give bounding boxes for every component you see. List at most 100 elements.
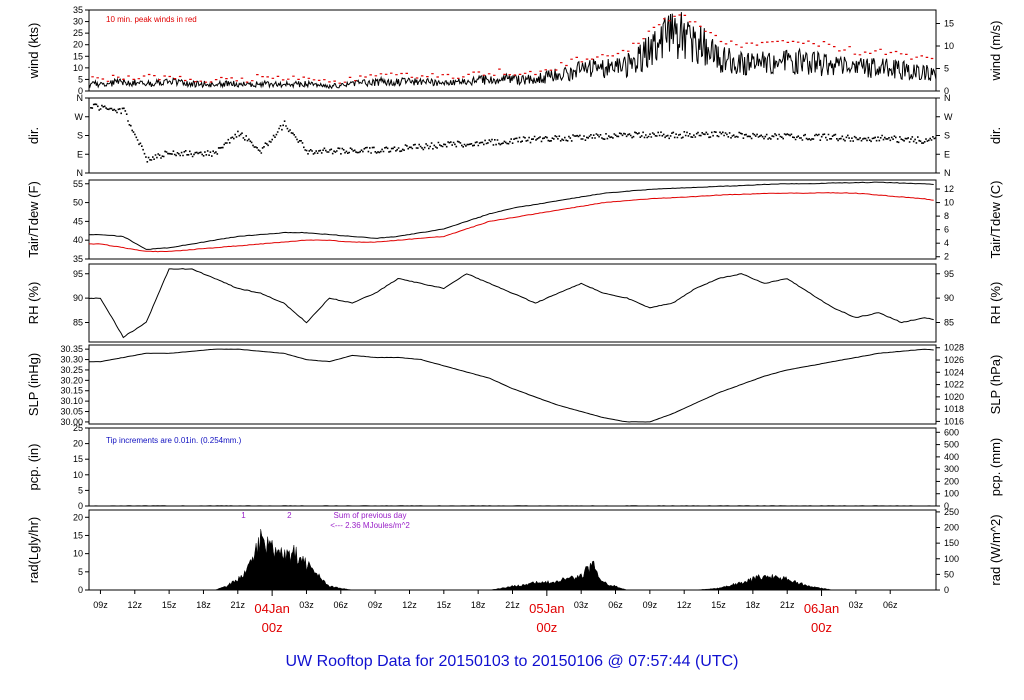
rh-ytick-label: 95 <box>73 269 83 279</box>
dir-rtick-label: N <box>944 168 951 178</box>
pcp-ytick-label: 25 <box>73 423 83 433</box>
rad-ytick-label: 0 <box>78 585 83 595</box>
slp-frame <box>88 344 937 425</box>
slp-rtick-label: 1020 <box>944 392 964 402</box>
wind-ylabel-right: wind (m/s) <box>988 21 1003 82</box>
pcp-ytick-label: 15 <box>73 454 83 464</box>
day-time-label: 00z <box>811 620 832 635</box>
x-tick-label: 12z <box>402 600 417 610</box>
rad-ytick-label: 15 <box>73 530 83 540</box>
wind-rtick-label: 0 <box>944 86 949 96</box>
slp-ytick-label: 30.25 <box>60 365 83 375</box>
temp-series-1 <box>89 192 934 253</box>
x-tick-label: 12z <box>128 600 143 610</box>
wind-ylabel-left: wind (kts) <box>26 23 41 80</box>
rh-frame <box>88 263 937 343</box>
slp-rtick-label: 1028 <box>944 343 964 353</box>
slp-ylabel-left: SLP (inHg) <box>26 353 41 416</box>
wind-rtick-label: 15 <box>944 19 954 29</box>
dir-ytick-label: S <box>77 131 83 141</box>
x-tick-label: 18z <box>471 600 486 610</box>
rad-rtick-label: 250 <box>944 507 959 517</box>
x-tick-label: 15z <box>711 600 726 610</box>
x-axis: 09z 12z 15z 18z 21z 03z 06z 09z 12z 15z 18z 21z 03z 0… <box>93 590 898 635</box>
rad-rtick-label: 50 <box>944 569 954 579</box>
pcp-ytick-label: 0 <box>78 501 83 511</box>
pcp-rtick-label: 200 <box>944 476 959 486</box>
day-label: 05Jan <box>529 601 564 616</box>
dir-rtick-label: S <box>944 131 950 141</box>
temp-rtick-label: 10 <box>944 198 954 208</box>
pcp-ytick-label: 5 <box>78 485 83 495</box>
temp-rtick-label: 4 <box>944 238 949 248</box>
rh-rtick-label: 95 <box>944 269 954 279</box>
rad-series-0 <box>214 528 834 591</box>
pcp-ylabel-left: pcp. (in) <box>26 444 41 491</box>
rh-ylabel-left: RH (%) <box>26 282 41 325</box>
wind-rtick-label: 5 <box>944 64 949 74</box>
day-label: 06Jan <box>804 601 839 616</box>
pcp-rtick-label: 0 <box>944 501 949 511</box>
dir-rtick-label: W <box>944 112 953 122</box>
rad-rtick-label: 150 <box>944 538 959 548</box>
rh-panel: 85 90 95 85 90 95 RH (%) RH (%) <box>26 263 1003 343</box>
rad-annotation-2: <--- 2.36 MJoules/m^2 <box>330 521 410 530</box>
dir-rtick-label: E <box>944 149 950 159</box>
wind-series-0 <box>88 12 937 90</box>
wind-ytick-label: 35 <box>73 5 83 15</box>
x-tick-label: 03z <box>849 600 864 610</box>
temp-rtick-label: 8 <box>944 211 949 221</box>
dir-series-0 <box>90 103 937 163</box>
x-tick-label: 06z <box>883 600 898 610</box>
temp-panel: 35 40 45 50 55 2 4 6 8 10 12 Tair/Tdew (F) Tair/Tdew… <box>26 179 1003 264</box>
x-tick-label: 06z <box>608 600 623 610</box>
slp-ytick-label: 30.05 <box>60 407 83 417</box>
pcp-rtick-label: 600 <box>944 427 959 437</box>
slp-rtick-label: 1022 <box>944 380 964 390</box>
wind-rtick-label: 10 <box>944 41 954 51</box>
temp-rtick-label: 2 <box>944 252 949 262</box>
x-tick-label: 21z <box>231 600 246 610</box>
x-tick-label: 12z <box>677 600 692 610</box>
rh-ytick-label: 90 <box>73 293 83 303</box>
temp-ytick-label: 50 <box>73 198 83 208</box>
slp-ytick-label: 30.15 <box>60 386 83 396</box>
slp-ytick-label: 30.30 <box>60 355 83 365</box>
rad-ytick-label: 20 <box>73 512 83 522</box>
footer-title: UW Rooftop Data for 20150103 to 20150106… <box>285 653 738 670</box>
rh-series-0 <box>88 268 934 339</box>
wind-ytick-label: 30 <box>73 17 83 27</box>
rad-mark-1: 1 <box>241 511 246 520</box>
pcp-panel: 0 5 10 15 20 25 0 100 200 300 400 500 600 pcp. (in) pc… <box>26 423 1003 511</box>
rad-rtick-label: 100 <box>944 554 959 564</box>
dir-rtick-label: N <box>944 93 951 103</box>
wind-ytick-label: 10 <box>73 63 83 73</box>
x-tick-label: 15z <box>162 600 177 610</box>
slp-rtick-label: 1024 <box>944 367 964 377</box>
pcp-ytick-label: 10 <box>73 470 83 480</box>
wind-ytick-label: 20 <box>73 40 83 50</box>
temp-ylabel-left: Tair/Tdew (F) <box>26 181 41 258</box>
temp-ylabel-right: Tair/Tdew (C) <box>988 180 1003 258</box>
temp-ytick-label: 45 <box>73 216 83 226</box>
rad-annotation: Sum of previous day <box>334 511 407 520</box>
x-tick-label: 21z <box>780 600 795 610</box>
wind-series-1 <box>91 14 934 84</box>
pcp-rtick-label: 300 <box>944 464 959 474</box>
temp-ytick-label: 55 <box>73 179 83 189</box>
wind-ytick-label: 0 <box>78 86 83 96</box>
rad-mark-2: 2 <box>287 511 292 520</box>
temp-frame <box>88 179 937 260</box>
day-label: 04Jan <box>254 601 289 616</box>
dir-ytick-label: N <box>77 168 84 178</box>
dir-frame <box>88 97 937 174</box>
dir-ylabel-right: dir. <box>988 127 1003 144</box>
pcp-ylabel-right: pcp. (mm) <box>988 438 1003 497</box>
rh-ylabel-right: RH (%) <box>988 282 1003 325</box>
rad-ytick-label: 10 <box>73 549 83 559</box>
